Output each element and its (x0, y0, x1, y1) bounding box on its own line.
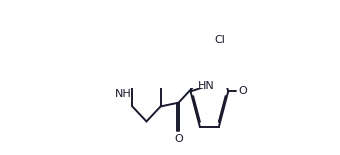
Text: Cl: Cl (214, 35, 225, 45)
Text: NH: NH (115, 89, 131, 99)
Text: O: O (174, 135, 183, 144)
Text: O: O (238, 86, 247, 96)
Text: HN: HN (198, 81, 215, 91)
